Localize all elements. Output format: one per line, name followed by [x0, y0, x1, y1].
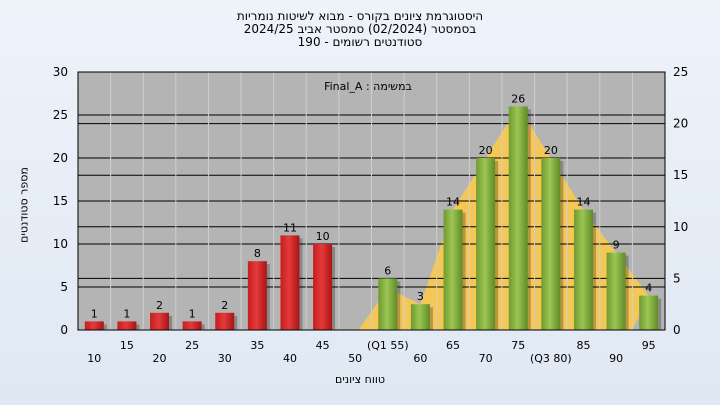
bar-shadow-95 — [658, 298, 662, 330]
x-axis-label: טווח ציונים — [335, 373, 385, 386]
x-tick-20: 20 — [153, 352, 167, 365]
bar-shadow-10 — [103, 324, 107, 330]
title-line-1: היסטוגרמת ציונים בקורס - מבוא לשיטות נומ… — [236, 9, 484, 23]
y-tick-20: 20 — [53, 151, 68, 165]
bar-10 — [84, 321, 104, 330]
y2-tick-10: 10 — [673, 220, 688, 234]
bar-shadow-60 — [429, 307, 433, 330]
y-tick-25: 25 — [53, 108, 68, 122]
y2-tick-25: 25 — [673, 65, 688, 79]
value-label-15: 1 — [123, 307, 130, 320]
bar-65 — [443, 209, 463, 330]
x-tick-90: 90 — [609, 352, 623, 365]
value-label-90: 9 — [613, 239, 620, 252]
y2-tick-5: 5 — [673, 271, 681, 285]
y-tick-30: 30 — [53, 65, 68, 79]
x-tick-30: 30 — [218, 352, 232, 365]
x-tick-Q155: (Q1 55) — [367, 339, 409, 352]
bar-35 — [247, 261, 267, 330]
value-label-40: 11 — [283, 221, 297, 234]
bar-90 — [606, 252, 626, 330]
x-tick-65: 65 — [446, 339, 460, 352]
y-tick-5: 5 — [60, 280, 68, 294]
title-line-2: בסמסטר (02/2024) סמסטר אביב 2024/25 — [243, 22, 477, 36]
y-tick-15: 15 — [53, 194, 68, 208]
x-tick-25: 25 — [185, 339, 199, 352]
plot-frame — [77, 71, 666, 331]
bar-70 — [476, 158, 496, 330]
x-tick-45: 45 — [316, 339, 330, 352]
y2-tick-20: 20 — [673, 117, 688, 131]
value-label-85: 14 — [576, 196, 590, 209]
x-tick-85: 85 — [576, 339, 590, 352]
bar-shadow-75 — [527, 109, 531, 331]
x-tick-Q380: (Q3 80) — [530, 352, 572, 365]
bar-25 — [182, 321, 202, 330]
bar-shadow-70 — [495, 161, 499, 330]
value-label-65: 14 — [446, 196, 460, 209]
bar-20 — [150, 312, 170, 330]
bar-shadow-40 — [299, 238, 303, 330]
x-tick-50: 50 — [348, 352, 362, 365]
value-label-35: 8 — [254, 247, 261, 260]
x-tick-60: 60 — [413, 352, 427, 365]
value-label-25: 1 — [189, 307, 196, 320]
bar-45 — [313, 244, 333, 330]
bar-95 — [639, 295, 659, 330]
bar-85 — [573, 209, 593, 330]
bar-shadow-15 — [136, 324, 140, 330]
bar-40 — [280, 235, 300, 330]
y-tick-0: 0 — [60, 323, 68, 337]
bar-shadow-90 — [625, 255, 629, 330]
bar-shadow-45 — [332, 247, 336, 330]
value-label-20: 2 — [156, 299, 163, 312]
bar-60 — [410, 304, 430, 330]
bar-15 — [117, 321, 137, 330]
bar-75 — [508, 106, 528, 331]
bar-shadow-30 — [234, 315, 238, 330]
x-tick-10: 10 — [87, 352, 101, 365]
y-axis-label: מספר סטודנטים — [17, 167, 31, 243]
bar-shadow-35 — [266, 264, 270, 330]
task-annotation: במשימה : Final_A — [324, 80, 412, 93]
bar-(Q3 80) — [541, 158, 561, 330]
value-label-(Q1 55): 6 — [384, 264, 391, 277]
value-label-75: 26 — [511, 92, 525, 105]
y-tick-10: 10 — [53, 237, 68, 251]
bar-shadow-85 — [592, 212, 596, 330]
bar-(Q1 55) — [378, 278, 398, 330]
value-label-60: 3 — [417, 290, 424, 303]
value-label-10: 1 — [91, 307, 98, 320]
bar-shadow-20 — [169, 315, 173, 330]
chart-title: היסטוגרמת ציונים בקורס - מבוא לשיטות נומ… — [0, 10, 720, 49]
value-label-(Q3 80): 20 — [544, 144, 558, 157]
y2-tick-15: 15 — [673, 168, 688, 182]
value-label-70: 20 — [479, 144, 493, 157]
bar-shadow-25 — [201, 324, 205, 330]
bar-shadow-(Q1 55) — [397, 281, 401, 330]
bar-shadow-(Q3 80) — [560, 161, 564, 330]
x-tick-95: 95 — [642, 339, 656, 352]
value-label-30: 2 — [221, 299, 228, 312]
x-tick-75: 75 — [511, 339, 525, 352]
value-label-45: 10 — [316, 230, 330, 243]
x-tick-40: 40 — [283, 352, 297, 365]
title-line-3: סטודנטים רשומים - 190 — [297, 35, 423, 49]
bar-30 — [215, 312, 235, 330]
bar-shadow-65 — [462, 212, 466, 330]
x-tick-35: 35 — [250, 339, 264, 352]
y2-tick-0: 0 — [673, 323, 681, 337]
value-label-95: 4 — [645, 282, 652, 295]
x-tick-70: 70 — [479, 352, 493, 365]
x-tick-15: 15 — [120, 339, 134, 352]
